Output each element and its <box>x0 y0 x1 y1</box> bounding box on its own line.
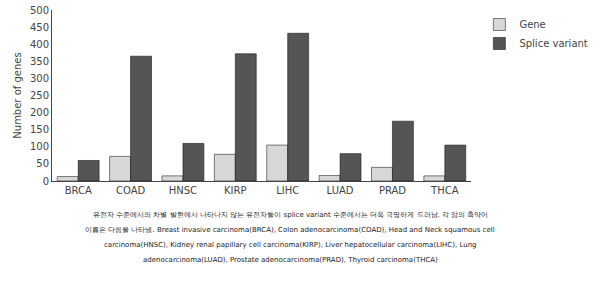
svg-text:50: 50 <box>36 158 49 169</box>
svg-text:KIRP: KIRP <box>224 185 247 196</box>
svg-text:450: 450 <box>30 22 49 33</box>
svg-text:COAD: COAD <box>116 185 146 196</box>
svg-text:150: 150 <box>30 124 49 135</box>
svg-text:THCA: THCA <box>430 185 459 196</box>
svg-text:BRCA: BRCA <box>65 185 92 196</box>
svg-text:0: 0 <box>43 176 49 187</box>
svg-text:100: 100 <box>30 141 49 152</box>
svg-text:이름은 다음을 나타냄. Breast invasive c: 이름은 다음을 나타냄. Breast invasive carcinoma(B… <box>85 226 495 234</box>
svg-text:LUAD: LUAD <box>327 185 354 196</box>
svg-text:유전자 수준에서의 차별 발현에서 나타나지 않는 유전자들: 유전자 수준에서의 차별 발현에서 나타나지 않는 유전자들이 splice v… <box>93 211 488 219</box>
svg-text:Gene: Gene <box>519 19 545 30</box>
svg-text:350: 350 <box>30 56 49 67</box>
svg-text:250: 250 <box>30 90 49 101</box>
svg-text:PRAD: PRAD <box>379 185 406 196</box>
svg-text:Splice variant: Splice variant <box>519 38 587 49</box>
svg-text:300: 300 <box>30 73 49 84</box>
svg-text:HNSC: HNSC <box>169 185 197 196</box>
svg-text:adenocarcinoma(LUAD), Prostate: adenocarcinoma(LUAD), Prostate adenocarc… <box>143 256 438 264</box>
svg-text:LIHC: LIHC <box>276 185 299 196</box>
svg-text:carcinoma(HNSC), Kidney renal: carcinoma(HNSC), Kidney renal papillary … <box>104 241 477 249</box>
svg-text:Number of genes: Number of genes <box>12 52 23 138</box>
svg-text:200: 200 <box>30 107 49 118</box>
svg-text:500: 500 <box>30 5 49 16</box>
svg-text:400: 400 <box>30 39 49 50</box>
